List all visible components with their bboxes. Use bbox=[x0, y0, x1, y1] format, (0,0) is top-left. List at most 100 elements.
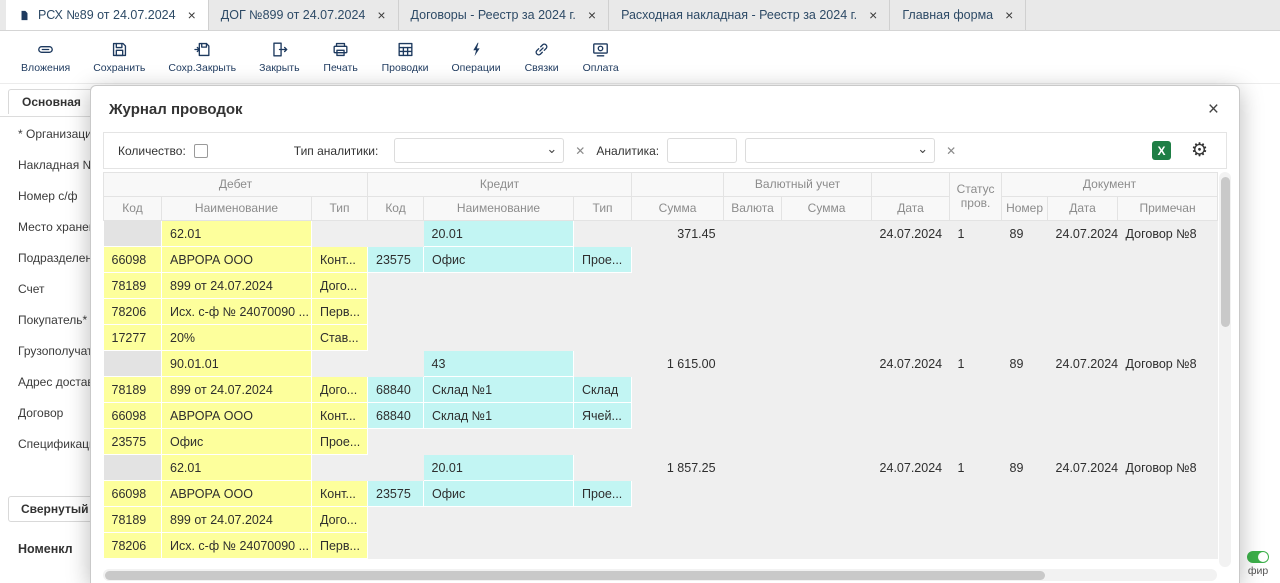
company-toggle[interactable] bbox=[1247, 551, 1269, 563]
links-button[interactable]: Связки bbox=[515, 36, 569, 78]
posting-analytics-row[interactable]: 78189 899 от 24.07.2024 Дого... 68840 Склад … bbox=[103, 376, 1218, 403]
attachments-icon bbox=[36, 40, 55, 59]
posting-analytics-row[interactable]: 78189 899 от 24.07.2024 Дого... bbox=[103, 272, 1218, 299]
posting-analytics-row[interactable]: 66098 АВРОРА ООО Конт... 23575 Офис Прое... bbox=[103, 480, 1218, 507]
cell-d_code: 23575 bbox=[103, 428, 162, 455]
cell-note bbox=[1117, 272, 1218, 299]
horizontal-scrollbar[interactable] bbox=[103, 569, 1217, 581]
cell-status bbox=[949, 376, 1002, 403]
vertical-scrollbar-thumb[interactable] bbox=[1220, 177, 1230, 327]
column-header[interactable]: Примечан bbox=[1117, 196, 1219, 221]
clear-analytics-icon[interactable]: ✕ bbox=[946, 143, 957, 158]
cell-d_name: 62.01 bbox=[161, 220, 312, 247]
cell-date bbox=[871, 532, 950, 559]
export-excel-button[interactable]: X bbox=[1151, 141, 1171, 160]
dialog-close-icon[interactable]: × bbox=[1207, 98, 1219, 120]
tab-main-form[interactable]: Основная bbox=[8, 89, 95, 114]
payment-button[interactable]: Оплата bbox=[574, 36, 628, 78]
cell-currency bbox=[723, 480, 782, 507]
posting-analytics-row[interactable]: 17277 20% Став... bbox=[103, 324, 1218, 351]
cell-note bbox=[1117, 324, 1218, 351]
posting-row[interactable]: 62.01 20.01 1 857.25 24.07.2024 1 89 24.07.202… bbox=[103, 454, 1218, 481]
posting-analytics-row[interactable]: 78206 Исх. с-ф № 24070090 ... Перв... bbox=[103, 532, 1218, 559]
toolbar-button-label: Проводки bbox=[381, 62, 429, 74]
cell-c_name: 43 bbox=[423, 350, 575, 377]
cell-c_type: Склад bbox=[573, 376, 633, 403]
cell-c_type bbox=[573, 220, 632, 247]
postings-button[interactable]: Проводки bbox=[373, 36, 438, 78]
column-header[interactable]: Номер bbox=[1001, 196, 1049, 221]
posting-analytics-row[interactable]: 78206 Исх. с-ф № 24070090 ... Перв... bbox=[103, 298, 1218, 325]
column-header[interactable]: Тип bbox=[573, 196, 633, 221]
clear-analytics-type-icon[interactable]: ✕ bbox=[575, 143, 586, 158]
tab-close-icon[interactable]: × bbox=[377, 7, 386, 23]
cell-date bbox=[871, 324, 950, 351]
column-header[interactable]: Сумма bbox=[631, 196, 725, 221]
cell-d_code: 66098 bbox=[103, 246, 162, 273]
document-tab[interactable]: ДОГ №899 от 24.07.2024 × bbox=[208, 0, 399, 30]
cell-status bbox=[949, 298, 1002, 325]
cell-sum bbox=[631, 402, 724, 429]
tab-close-icon[interactable]: × bbox=[1005, 7, 1014, 23]
cell-num bbox=[1001, 246, 1048, 273]
column-header[interactable]: Код bbox=[103, 196, 162, 221]
save-button[interactable]: Сохранить bbox=[84, 36, 154, 78]
column-header[interactable]: Дата bbox=[1047, 196, 1119, 221]
cell-cur_sum bbox=[781, 532, 872, 559]
posting-analytics-row[interactable]: 23575 Офис Прое... bbox=[103, 428, 1218, 455]
print-button[interactable]: Печать bbox=[314, 36, 368, 78]
form-field-label: Накладная № bbox=[18, 158, 96, 172]
column-header[interactable]: Код bbox=[367, 196, 425, 221]
column-header[interactable]: Тип bbox=[310, 196, 369, 221]
cell-num bbox=[1001, 506, 1048, 533]
document-tab[interactable]: Расходная накладная - Реестр за 2024 г. × bbox=[609, 0, 891, 30]
analytics-select[interactable]: ⌄ bbox=[745, 138, 936, 163]
analytics-code-input[interactable] bbox=[667, 138, 738, 163]
column-header[interactable]: Статус пров. bbox=[949, 172, 1003, 221]
cell-sum bbox=[631, 272, 724, 299]
cell-cur_sum bbox=[781, 506, 872, 533]
tab-collapsed[interactable]: Свернутый bbox=[8, 496, 102, 522]
cell-date: 24.07.2024 bbox=[871, 220, 950, 247]
posting-analytics-row[interactable]: 66098 АВРОРА ООО Конт... 68840 Склад №1 Ячей.… bbox=[103, 402, 1218, 429]
save-close-button[interactable]: Сохр.Закрыть bbox=[159, 36, 245, 78]
column-header[interactable]: Дата bbox=[871, 196, 951, 221]
settings-gear-icon[interactable]: ⚙ bbox=[1190, 140, 1208, 161]
posting-row[interactable]: 62.01 20.01 371.45 24.07.2024 1 89 24.07.2024 Д… bbox=[103, 220, 1218, 247]
column-header[interactable]: Наименование bbox=[161, 196, 312, 221]
postings-journal-dialog: Журнал проводок × Количество: Тип аналит… bbox=[90, 85, 1240, 583]
cell-d_name: Исх. с-ф № 24070090 ... bbox=[161, 298, 312, 325]
dialog-header: Журнал проводок × bbox=[91, 86, 1239, 132]
cell-date bbox=[871, 376, 950, 403]
posting-analytics-row[interactable]: 66098 АВРОРА ООО Конт... 23575 Офис Прое... bbox=[103, 246, 1218, 273]
cell-date bbox=[871, 480, 950, 507]
cell-c_code bbox=[367, 220, 424, 247]
attachments-button[interactable]: Вложения bbox=[12, 36, 79, 78]
posting-row[interactable]: 90.01.01 43 1 615.00 24.07.2024 1 89 24.07.202… bbox=[103, 350, 1218, 377]
column-header[interactable]: Валюта bbox=[723, 196, 783, 221]
cell-num bbox=[1001, 532, 1048, 559]
horizontal-scrollbar-thumb[interactable] bbox=[105, 570, 1045, 580]
tab-close-icon[interactable]: × bbox=[587, 7, 597, 23]
quantity-checkbox[interactable] bbox=[193, 143, 208, 158]
posting-analytics-row[interactable]: 78189 899 от 24.07.2024 Дого... bbox=[103, 506, 1218, 533]
document-tab[interactable]: РСХ №89 от 24.07.2024 × bbox=[6, 0, 209, 30]
close-document-button[interactable]: Закрыть bbox=[250, 36, 308, 78]
operations-button[interactable]: Операции bbox=[442, 36, 509, 78]
toolbar-button-label: Вложения bbox=[21, 62, 71, 74]
analytics-type-select[interactable]: ⌄ bbox=[394, 138, 565, 163]
column-header[interactable]: Наименование bbox=[423, 196, 575, 221]
tab-close-icon[interactable]: × bbox=[869, 7, 878, 23]
vertical-scrollbar[interactable] bbox=[1219, 172, 1231, 567]
cell-c_type: Прое... bbox=[573, 480, 633, 507]
column-header[interactable]: Сумма bbox=[781, 196, 873, 221]
cell-c_name: Офис bbox=[423, 246, 575, 273]
document-tab[interactable]: Главная форма × bbox=[890, 0, 1027, 30]
toolbar-button-label: Сохр.Закрыть bbox=[168, 62, 237, 74]
tab-bar: РСХ №89 от 24.07.2024 × ДОГ №899 от 24.07.… bbox=[0, 0, 1280, 31]
cell-d_code: 78189 bbox=[103, 272, 162, 299]
tab-close-icon[interactable]: × bbox=[187, 7, 196, 23]
document-tab[interactable]: Договоры - Реестр за 2024 г. × bbox=[398, 0, 610, 30]
cell-note bbox=[1117, 298, 1218, 325]
